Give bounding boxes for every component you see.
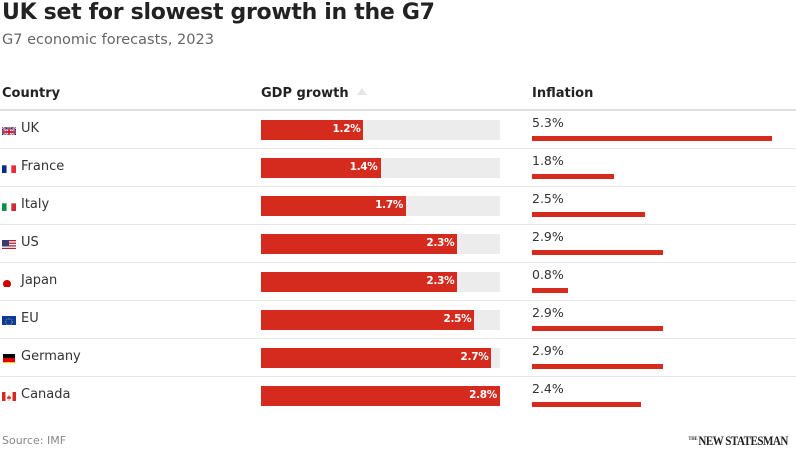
germany-flag-icon (2, 351, 16, 363)
gdp-bar-track: 2.8% (261, 386, 500, 406)
france-flag-icon (2, 161, 16, 173)
inflation-value-label: 5.3% (532, 115, 564, 130)
gdp-value-label: 2.3% (426, 275, 455, 287)
inflation-bar (532, 402, 641, 407)
gdp-bar-track: 1.4% (261, 158, 500, 178)
gdp-value-label: 1.7% (375, 199, 404, 211)
gdp-value-label: 2.7% (460, 351, 489, 363)
gdp-bar: 1.4% (261, 158, 381, 178)
country-name: France (21, 159, 65, 174)
table-row: Italy 1.7% 2.5% (0, 187, 796, 225)
column-header-gdp-growth-label: GDP growth (261, 86, 349, 101)
table-row: France 1.4% 1.8% (0, 149, 796, 187)
canada-flag-icon (2, 389, 16, 401)
chart-subtitle: G7 economic forecasts, 2023 (2, 32, 214, 48)
gdp-bar: 2.8% (261, 386, 500, 406)
column-header-inflation[interactable]: Inflation (532, 86, 594, 101)
japan-flag-icon (2, 275, 16, 287)
table-row: Germany 2.7% 2.9% (0, 339, 796, 377)
sort-ascending-icon[interactable] (356, 88, 367, 95)
gdp-bar-track: 2.3% (261, 272, 500, 292)
gdp-bar-track: 1.7% (261, 196, 500, 216)
inflation-value-label: 1.8% (532, 153, 564, 168)
gdp-bar: 1.7% (261, 196, 407, 216)
country-name: US (21, 235, 39, 250)
country-name: Germany (21, 349, 81, 364)
forecast-table: Country GDP growth Inflation UK 1.2% 5.3% F… (0, 80, 796, 415)
gdp-value-label: 2.8% (469, 389, 497, 401)
gdp-bar: 1.2% (261, 120, 364, 140)
inflation-bar (532, 212, 646, 217)
italy-flag-icon (2, 199, 16, 211)
gdp-bar: 2.3% (261, 234, 458, 254)
gdp-value-label: 1.4% (349, 161, 378, 173)
column-header-gdp-growth[interactable]: GDP growth (261, 86, 367, 101)
source-note: Source: IMF (2, 434, 67, 447)
inflation-bar (532, 250, 664, 255)
logo-the: THE (688, 437, 698, 442)
table-header: Country GDP growth Inflation (0, 80, 796, 111)
inflation-value-label: 2.9% (532, 343, 564, 358)
country-name: EU (21, 311, 39, 326)
gdp-bar-track: 2.3% (261, 234, 500, 254)
gdp-bar: 2.7% (261, 348, 492, 368)
us-flag-icon (2, 237, 16, 249)
gdp-bar-track: 2.7% (261, 348, 500, 368)
gdp-bar: 2.3% (261, 272, 458, 292)
gdp-bar: 2.5% (261, 310, 475, 330)
gdp-value-label: 2.5% (443, 313, 472, 325)
inflation-value-label: 2.9% (532, 229, 564, 244)
inflation-value-label: 2.4% (532, 381, 564, 396)
eu-flag-icon (2, 313, 16, 325)
table-row: UK 1.2% 5.3% (0, 111, 796, 149)
inflation-bar (532, 174, 614, 179)
gdp-value-label: 2.3% (426, 237, 455, 249)
gdp-bar-track: 2.5% (261, 310, 500, 330)
country-name: Japan (21, 273, 58, 288)
table-row: EU 2.5% 2.9% (0, 301, 796, 339)
inflation-bar (532, 326, 664, 331)
table-row: US 2.3% 2.9% (0, 225, 796, 263)
inflation-bar (532, 136, 772, 141)
new-statesman-logo: THENEW STATESMAN (688, 433, 789, 449)
country-name: Canada (21, 387, 71, 402)
table-row: Canada 2.8% 2.4% (0, 377, 796, 415)
inflation-bar (532, 364, 664, 369)
table-row: Japan 2.3% 0.8% (0, 263, 796, 301)
logo-name: NEW STATESMAN (698, 433, 789, 448)
table-body: UK 1.2% 5.3% France 1.4% 1.8% Italy 1.7% 2.5% US 2… (0, 111, 796, 415)
inflation-value-label: 2.9% (532, 305, 564, 320)
inflation-value-label: 2.5% (532, 191, 564, 206)
country-name: Italy (21, 197, 50, 212)
inflation-bar (532, 288, 569, 293)
column-header-country[interactable]: Country (2, 86, 61, 101)
uk-flag-icon (2, 123, 16, 135)
gdp-value-label: 1.2% (332, 123, 361, 135)
gdp-bar-track: 1.2% (261, 120, 500, 140)
country-name: UK (21, 121, 40, 136)
inflation-value-label: 0.8% (532, 267, 564, 282)
chart-title: UK set for slowest growth in the G7 (2, 0, 435, 25)
